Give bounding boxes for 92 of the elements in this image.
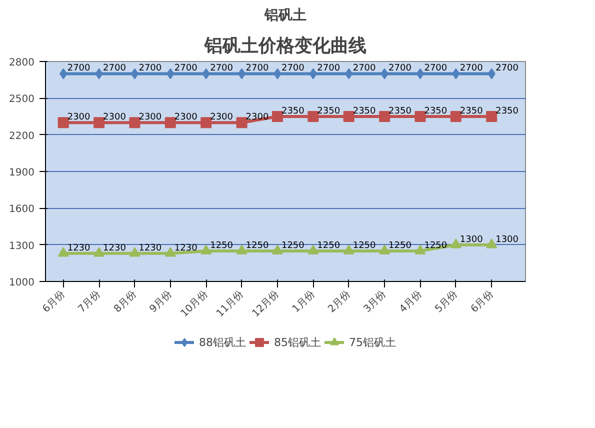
data-label: 1250 [246, 240, 269, 251]
x-tick-label: 2月份 [326, 288, 353, 316]
x-tick-label: 6月份 [40, 288, 68, 316]
x-tick-label: 4月份 [398, 288, 424, 316]
x-tick-label: 12月份 [250, 288, 282, 320]
data-label: 2700 [281, 64, 305, 74]
point [164, 247, 176, 257]
data-label: 2300 [67, 112, 91, 123]
data-label: 2350 [424, 106, 448, 116]
point [200, 117, 212, 128]
point [272, 244, 283, 254]
legend-label: 85铝矾土 [274, 334, 321, 350]
y-tick-label: 1900 [9, 168, 35, 178]
chart-title: 铝矾土价格变化曲线 [204, 36, 366, 56]
x-tick-label: 9月份 [148, 288, 174, 316]
point [129, 117, 140, 128]
point [94, 247, 105, 257]
data-label: 2700 [352, 64, 376, 74]
data-label: 2300 [103, 112, 126, 123]
text: 铝矾土 [264, 8, 306, 24]
data-label: 2700 [317, 64, 340, 74]
point [130, 68, 139, 80]
data-label: 2300 [138, 112, 162, 123]
data-label: 1250 [388, 240, 412, 251]
data-label: 2700 [388, 64, 412, 74]
x-tick-label: 1月份 [290, 288, 318, 316]
point [416, 68, 424, 80]
point [94, 117, 105, 128]
data-label: 1300 [460, 234, 484, 245]
data-label: 2700 [210, 64, 234, 74]
data-label: 1250 [352, 240, 376, 251]
x-tick-label: 8月份 [112, 288, 139, 316]
data-label: 2700 [460, 64, 484, 74]
point [236, 244, 248, 254]
y-tick-label: 2800 [9, 58, 35, 68]
point [414, 244, 426, 254]
point [308, 111, 319, 122]
data-label: 2350 [388, 106, 412, 116]
x-tick-label: 3月份 [362, 288, 388, 316]
data-label: 2350 [496, 106, 519, 116]
y-tick-label: 1600 [9, 204, 35, 216]
data-label: 1250 [210, 240, 234, 251]
data-label: 1250 [424, 240, 448, 251]
point [343, 244, 354, 254]
data-label: 2300 [174, 112, 198, 123]
data-label: 2350 [352, 106, 376, 116]
point [379, 111, 390, 122]
data-label: 1250 [281, 240, 305, 251]
legend-label: 75铝矾土 [349, 334, 396, 350]
point [200, 244, 212, 254]
point [450, 238, 462, 248]
data-label: 1230 [103, 243, 126, 254]
point [486, 111, 498, 122]
data-label: 1230 [67, 243, 91, 254]
data-label: 1250 [317, 240, 340, 251]
data-label: 2700 [138, 64, 162, 74]
data-label: 2700 [103, 64, 126, 74]
point [236, 117, 248, 128]
point [486, 238, 498, 248]
data-label: 2350 [281, 106, 305, 116]
x-tick-label: 7月份 [76, 288, 103, 316]
data-label: 2700 [174, 64, 198, 74]
point [58, 117, 69, 128]
point [414, 111, 426, 122]
x-tick-label: 6月份 [469, 288, 496, 316]
point [272, 111, 283, 122]
y-tick-label: 1300 [9, 240, 35, 252]
y-tick-label: 2500 [9, 94, 35, 106]
point [343, 111, 354, 122]
data-label: 2350 [460, 106, 484, 116]
point [450, 111, 462, 122]
point [238, 68, 246, 80]
data-label: 2350 [317, 106, 340, 116]
data-label: 2700 [246, 64, 269, 74]
data-label: 1230 [138, 243, 162, 254]
data-label: 2700 [67, 64, 91, 74]
x-tick-label: 5月份 [433, 288, 460, 316]
point [129, 247, 140, 257]
point [58, 247, 69, 257]
point [308, 244, 319, 254]
y-tick-label: 1000 [9, 278, 35, 288]
data-label: 2700 [496, 64, 519, 74]
x-tick-label: 11月份 [214, 288, 246, 320]
data-label: 1230 [174, 243, 198, 254]
y-tick-label: 2200 [9, 130, 35, 142]
data-label: 1300 [496, 234, 519, 245]
x-tick-label: 10月份 [179, 288, 210, 320]
data-label: 2700 [424, 64, 448, 74]
point [164, 117, 176, 128]
point [379, 244, 390, 254]
legend-label: 88铝矾土 [199, 334, 246, 350]
data-label: 2300 [210, 112, 234, 123]
